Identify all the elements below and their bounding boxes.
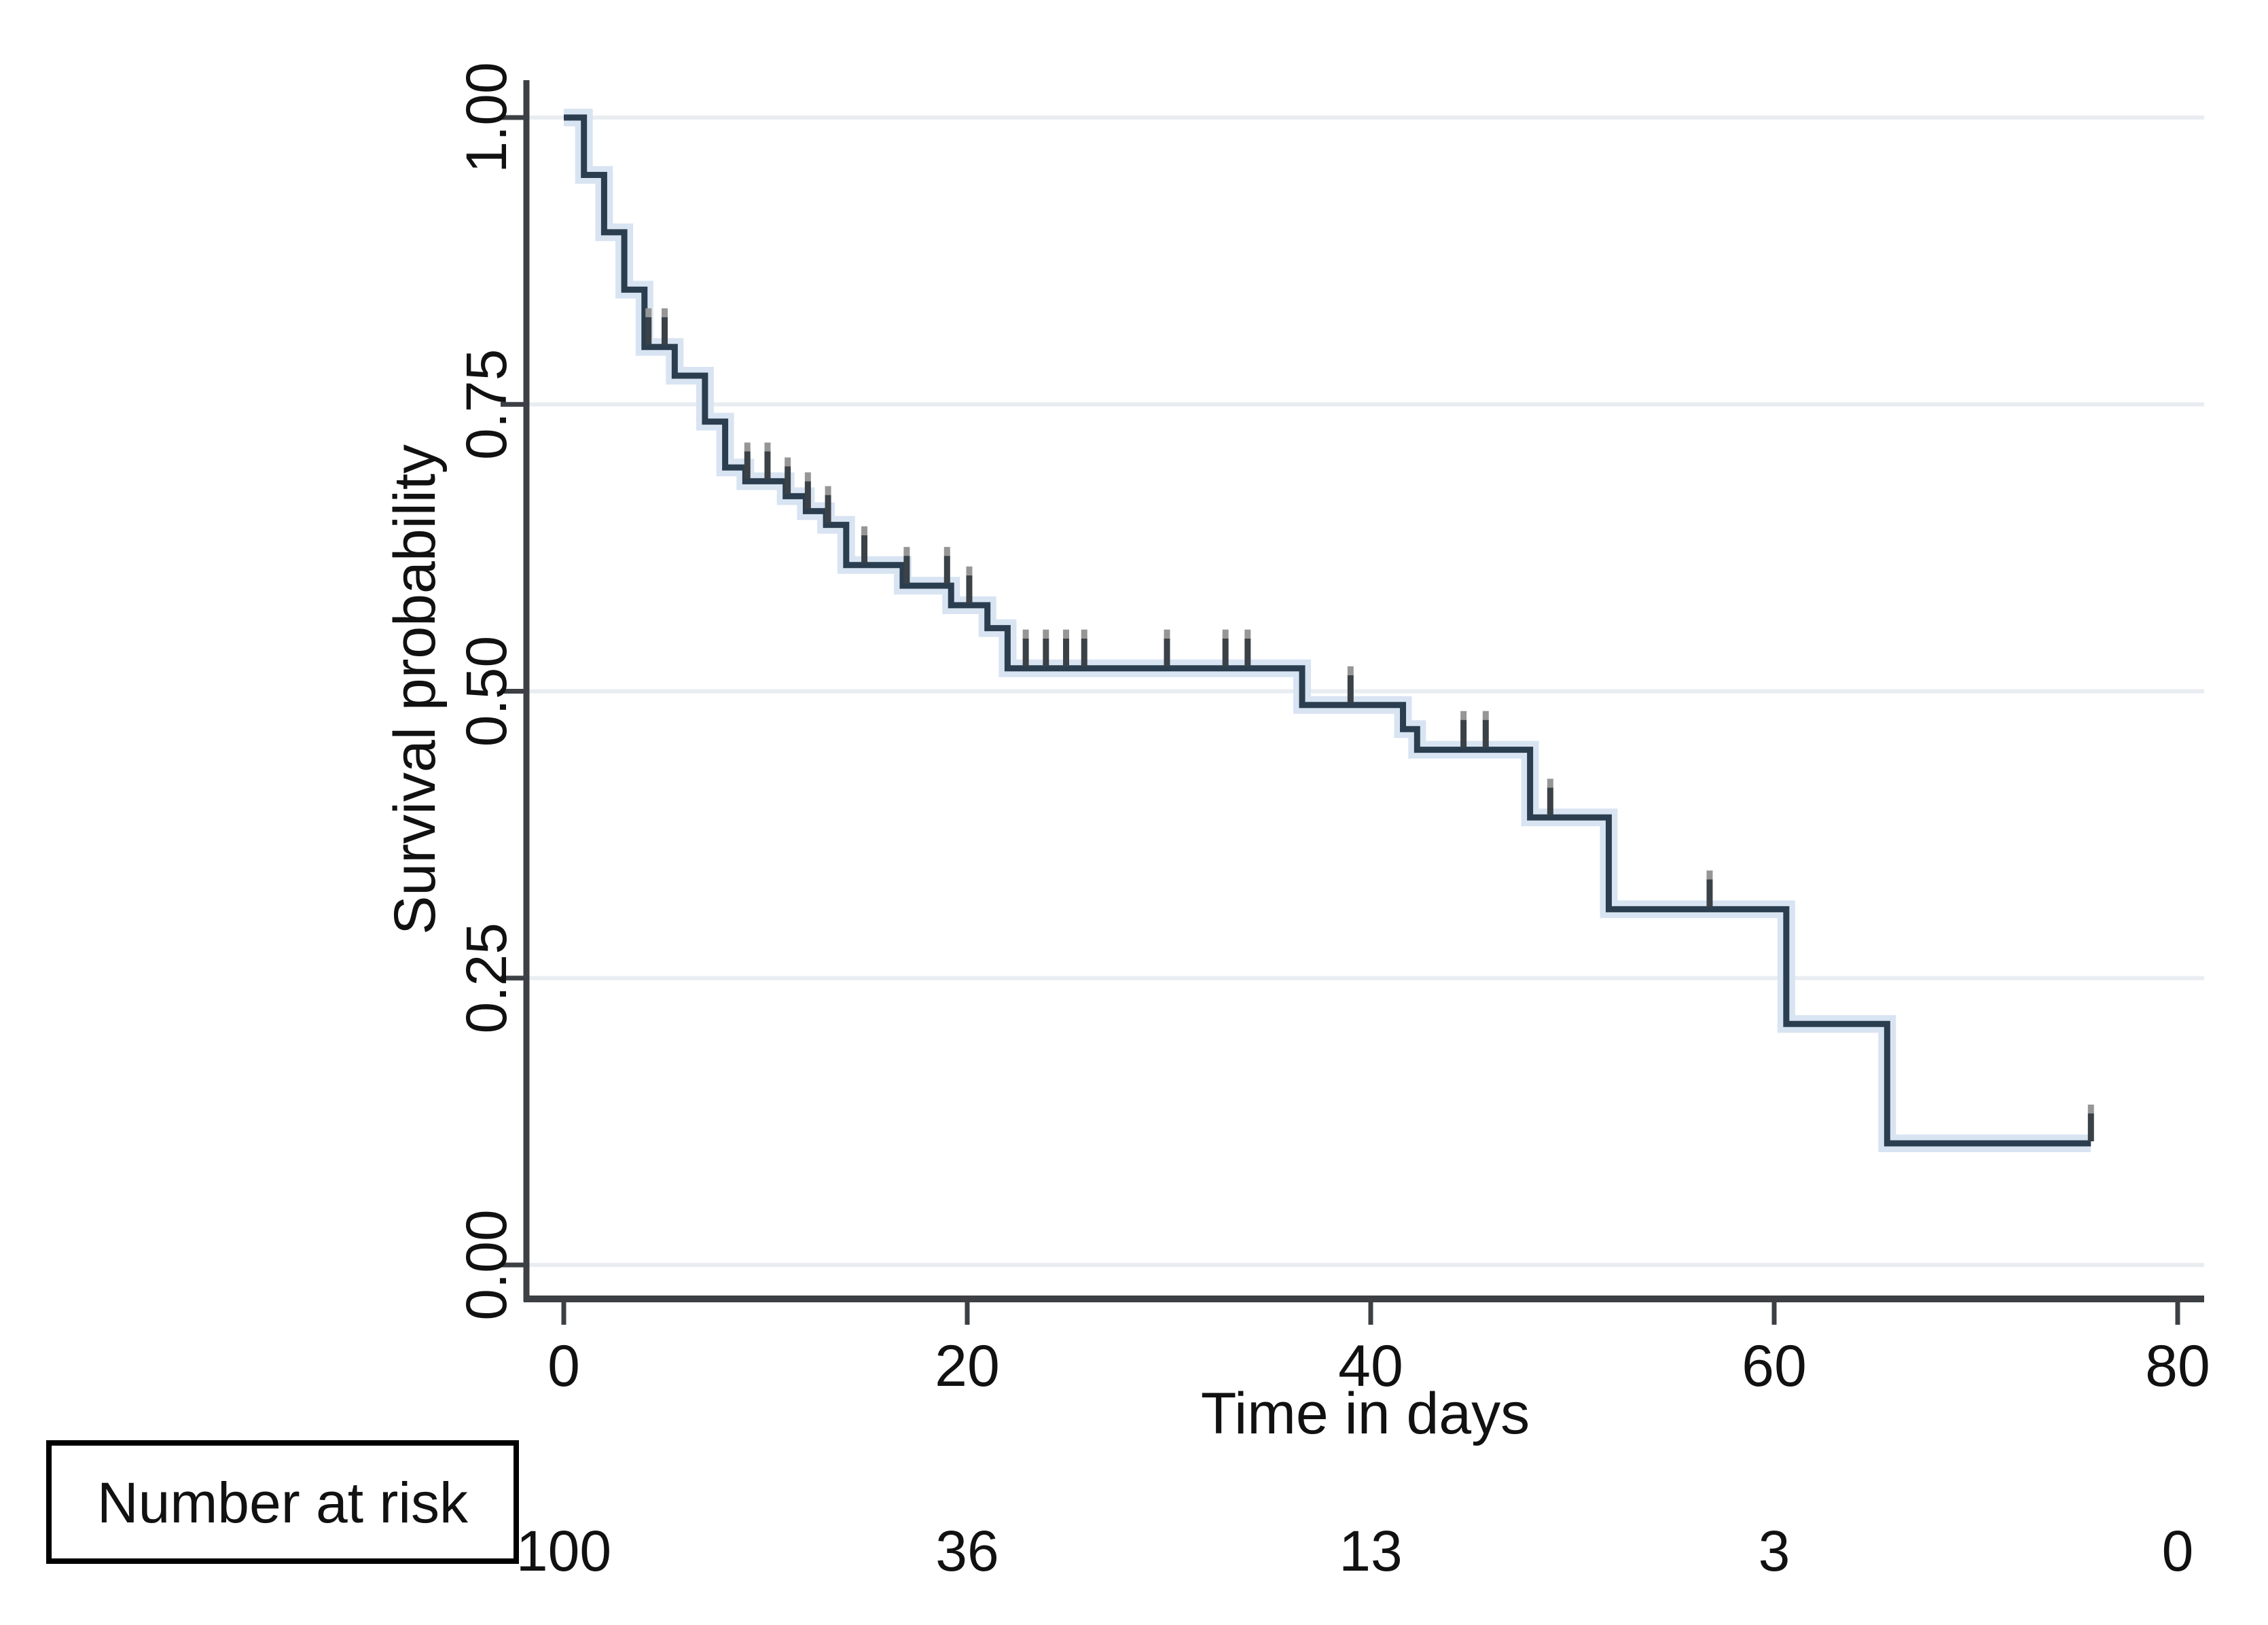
y-tick-label: 0.75: [454, 349, 518, 461]
x-tick-label: 40: [1338, 1334, 1403, 1399]
number-at-risk-value: 36: [935, 1519, 998, 1583]
y-tick-label: 0.25: [454, 923, 518, 1034]
y-tick-label: 0.00: [454, 1209, 518, 1321]
x-tick-label: 0: [547, 1334, 580, 1399]
y-tick-label: 1.00: [454, 62, 518, 173]
x-axis-title: Time in days: [1201, 1381, 1530, 1446]
survival-curve-halo: [564, 109, 2091, 1152]
x-tick-label: 60: [1742, 1334, 1807, 1399]
x-tick-label: 20: [935, 1334, 1000, 1399]
tick-labels-layer: 1.00 0.75 0.50 0.25 0.00 0 20 40 60 80: [454, 62, 2210, 1399]
y-tick-label: 0.50: [454, 636, 518, 747]
number-at-risk-value: 3: [1759, 1519, 1790, 1583]
number-at-risk-value: 13: [1339, 1519, 1402, 1583]
number-at-risk-values: 100 36 13 3 0: [516, 1519, 2193, 1583]
gridlines-layer: [526, 115, 2204, 1267]
number-at-risk-box: [46, 1440, 519, 1564]
number-at-risk-value: 0: [2162, 1519, 2194, 1583]
x-tick-label: 80: [2145, 1334, 2210, 1399]
number-at-risk-label: Number at risk: [97, 1471, 469, 1535]
y-axis-title: Survival probability: [382, 444, 448, 935]
survival-curve-layer: [564, 109, 2091, 1152]
survival-curve: [564, 114, 2091, 1147]
number-at-risk-value: 100: [516, 1519, 611, 1583]
censor-marks-layer: [645, 308, 2094, 1141]
number-at-risk-layer: Number at risk 100 36 13 3 0: [46, 1440, 2193, 1583]
axis-ticks-layer: [501, 115, 2180, 1325]
